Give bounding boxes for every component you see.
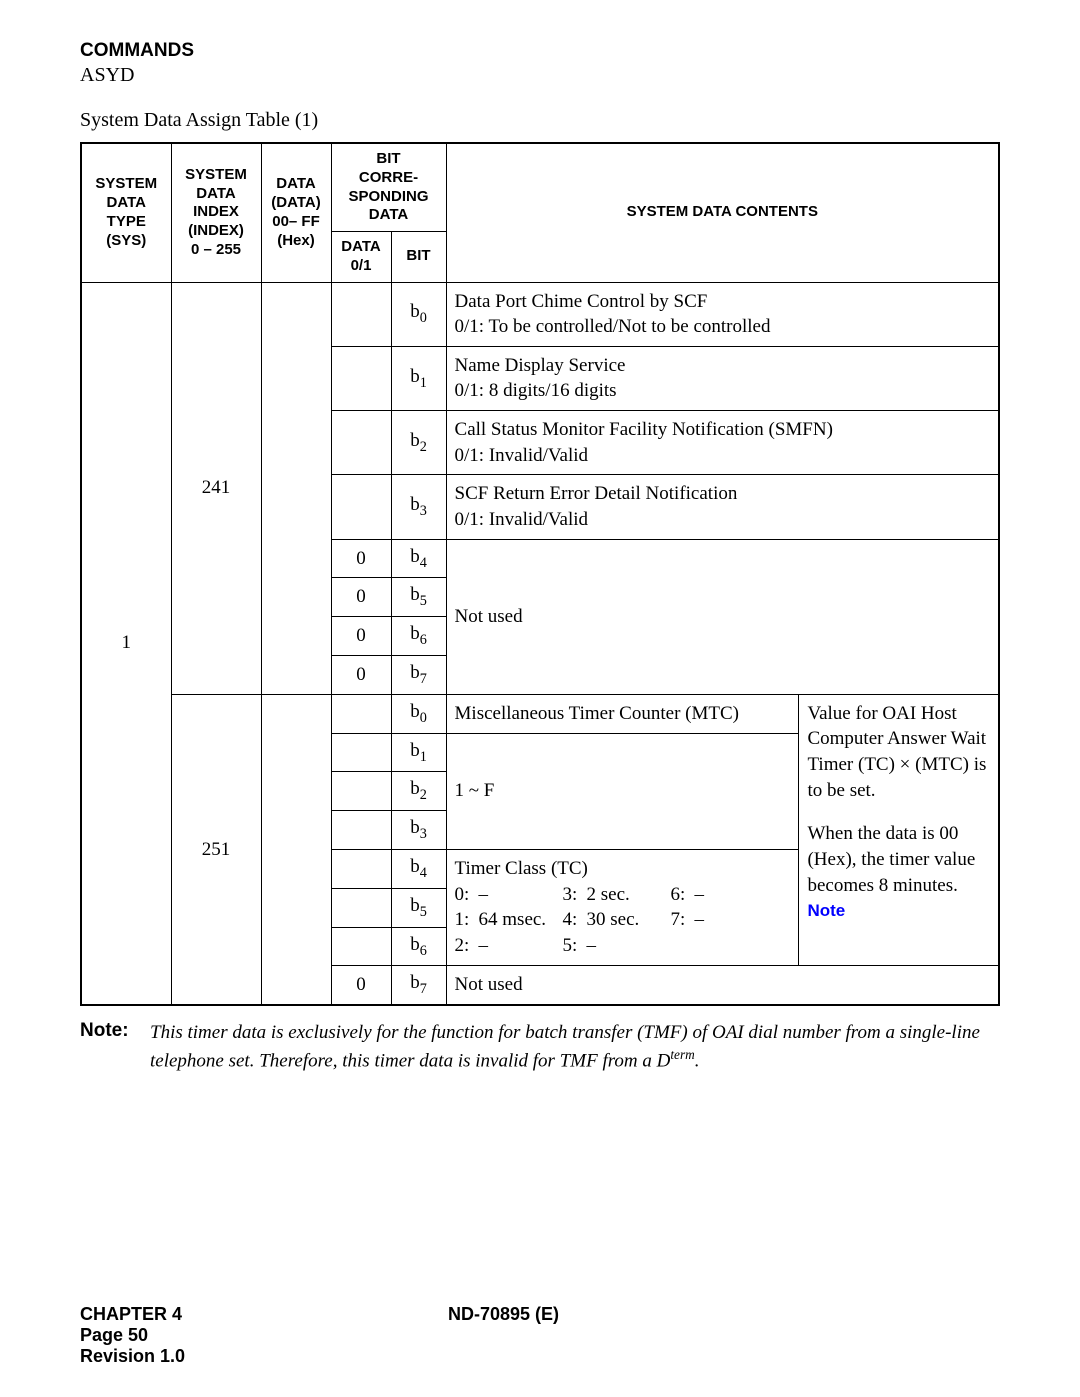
cell-content-241-1: Name Display Service0/1: 8 digits/16 dig… [446,346,999,410]
cell-content-251-notused: Not used [446,966,999,1005]
cell-bit-251-2: b2 [391,772,446,811]
cell-bit-251-7: b7 [391,966,446,1005]
header-asyd: ASYD [80,64,1000,87]
cell-d01-241-3 [331,475,391,539]
cell-bit-251-5: b5 [391,888,446,927]
cell-bit-241-4: b4 [391,539,446,578]
cell-content-241-2: Call Status Monitor Facility Notificatio… [446,411,999,475]
col-sys: SYSTEMDATATYPE(SYS) [81,143,171,282]
footer-chapter: CHAPTER 4 [80,1304,448,1325]
cell-d01-251-5 [331,888,391,927]
cell-d01-241-2 [331,411,391,475]
cell-content-241-3: SCF Return Error Detail Notification0/1:… [446,475,999,539]
header-commands: COMMANDS [80,40,1000,62]
note-link[interactable]: Note [807,901,845,920]
cell-d01-251-6 [331,927,391,966]
cell-content-241-0: Data Port Chime Control by SCF0/1: To be… [446,282,999,346]
cell-d01-251-7: 0 [331,966,391,1005]
footer-page: Page 50 [80,1325,448,1346]
page-footer: CHAPTER 4 Page 50 Revision 1.0 ND-70895 … [80,1304,1000,1367]
cell-content-251-mtc-label: Miscellaneous Timer Counter (MTC) [446,694,799,733]
cell-bit-241-5: b5 [391,578,446,617]
cell-bit-241-3: b3 [391,475,446,539]
cell-sys: 1 [81,282,171,1005]
footnote-body: This timer data is exclusively for the f… [150,1020,1000,1074]
cell-d01-241-7: 0 [331,656,391,695]
cell-data-251 [261,694,331,1005]
cell-d01-241-0 [331,282,391,346]
cell-content-241-notused: Not used [446,539,999,694]
footnote: Note: This timer data is exclusively for… [80,1020,1000,1074]
cell-bit-251-0: b0 [391,694,446,733]
cell-content-251-tc: Timer Class (TC) 0:– 1:64 msec. 2:– 3:2 … [446,850,799,966]
cell-bit-241-1: b1 [391,346,446,410]
cell-d01-251-0 [331,694,391,733]
cell-bit-241-7: b7 [391,656,446,695]
tc-col-left: 0:– 1:64 msec. 2:– [455,882,563,959]
cell-d01-251-4 [331,850,391,889]
cell-d01-251-1 [331,733,391,772]
cell-d01-241-4: 0 [331,539,391,578]
col-data01: DATA0/1 [331,232,391,283]
cell-d01-241-6: 0 [331,617,391,656]
cell-d01-241-5: 0 [331,578,391,617]
footnote-label: Note: [80,1020,150,1074]
cell-bit-251-1: b1 [391,733,446,772]
col-contents: SYSTEM DATA CONTENTS [446,143,999,282]
footer-docnum: ND-70895 (E) [448,1304,816,1325]
cell-bit-251-4: b4 [391,850,446,889]
col-bit: BIT [391,232,446,283]
col-bitgroup: BITCORRE-SPONDINGDATA [331,143,446,232]
system-data-table: SYSTEMDATATYPE(SYS) SYSTEMDATAINDEX(INDE… [80,142,1000,1006]
cell-bit-251-3: b3 [391,811,446,850]
cell-data-241 [261,282,331,694]
cell-d01-241-1 [331,346,391,410]
cell-index-241: 241 [171,282,261,694]
tc-col-right: 3:2 sec. 4:30 sec. 5:– [563,882,671,959]
table-title: System Data Assign Table (1) [80,109,1000,132]
tc-col-extra: 6:– 7:– [671,882,779,959]
col-data: DATA(DATA)00– FF(Hex) [261,143,331,282]
cell-bit-251-6: b6 [391,927,446,966]
cell-content-251-mtc-range: 1 ~ F [446,733,799,849]
cell-bit-241-2: b2 [391,411,446,475]
col-index: SYSTEMDATAINDEX(INDEX)0 – 255 [171,143,261,282]
cell-d01-251-3 [331,811,391,850]
footer-revision: Revision 1.0 [80,1346,448,1367]
cell-content-251-sidenote: Value for OAI Host Computer Answer Wait … [799,694,999,966]
cell-bit-241-0: b0 [391,282,446,346]
cell-d01-251-2 [331,772,391,811]
cell-index-251: 251 [171,694,261,1005]
cell-bit-241-6: b6 [391,617,446,656]
